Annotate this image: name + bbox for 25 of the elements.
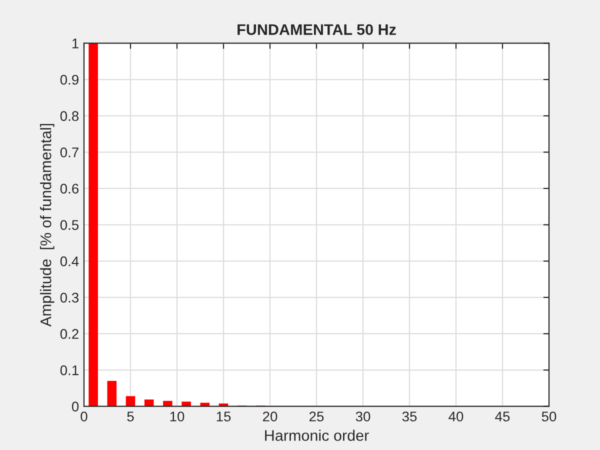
x-tick-label: 15	[216, 412, 231, 422]
y-tick-label: 0.4	[60, 256, 79, 266]
x-tick-label: 30	[356, 412, 370, 422]
x-tick-label: 35	[402, 412, 417, 422]
x-tick-label: 20	[262, 412, 278, 422]
y-tick-label: 0.5	[60, 220, 79, 230]
y-tick-label: 0.2	[60, 329, 78, 339]
x-tick-label: 0	[80, 412, 88, 422]
y-tick-label: 0.3	[60, 292, 79, 303]
x-tick-label: 40	[448, 412, 464, 422]
y-tick-label: 0.7	[60, 147, 78, 158]
x-tick-label: 50	[542, 412, 556, 422]
x-tick-label: 25	[309, 412, 324, 422]
y-tick-label: 1	[72, 38, 78, 48]
y-tick-label: 0.6	[60, 184, 79, 194]
y-tick-label: 0.8	[60, 111, 79, 121]
y-tick-label: 0.9	[60, 74, 78, 85]
y-tick-label: 0.1	[60, 365, 78, 376]
x-tick-label: 5	[127, 412, 134, 422]
y-axis-title: Amplitude [% of fundamental]	[40, 124, 54, 327]
x-tick-label: 45	[495, 412, 510, 422]
x-tick-label: 10	[170, 412, 184, 422]
chart-title: FUNDAMENTAL 50 Hz	[238, 24, 396, 36]
y-tick-label: 0	[72, 402, 79, 412]
x-axis-title: Harmonic order	[265, 430, 369, 441]
